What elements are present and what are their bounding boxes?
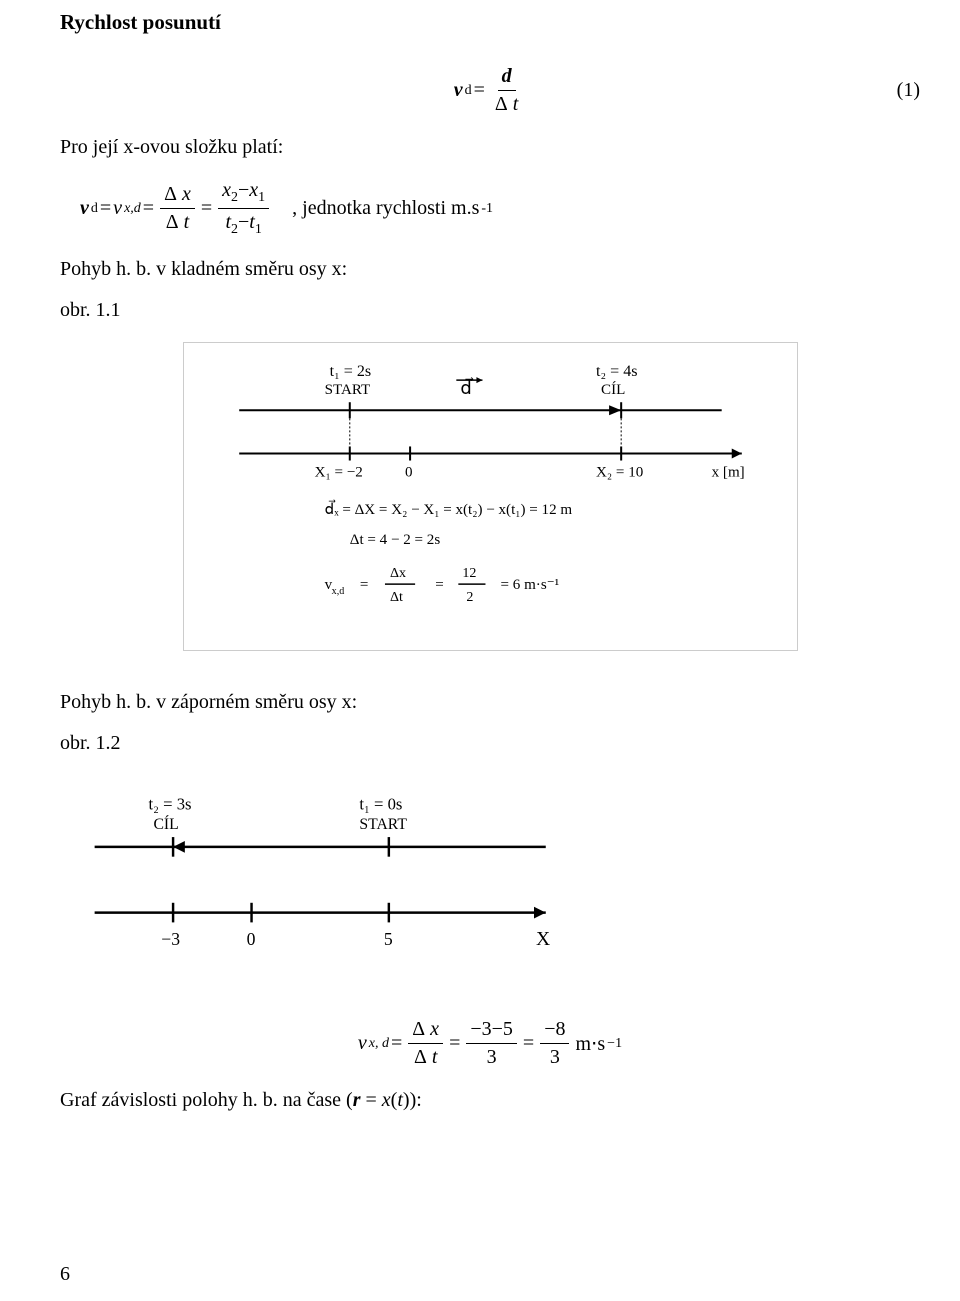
- fig2-cil: CÍL: [153, 815, 178, 834]
- eq2-vbold1: v: [80, 197, 89, 220]
- eq3-f3-den: 3: [546, 1044, 564, 1069]
- fig2-axis-label: X: [536, 929, 550, 950]
- fig1-x1: X₁ = −2: [314, 465, 362, 481]
- figure-2-label: obr. 1.2: [60, 732, 920, 755]
- equation-3-row: vx, d = Δ x Δ t = −3−5 3 = −8 3 m⋅s−1: [60, 1018, 920, 1069]
- figure-2: t₂ = 3s CÍL t₁ = 0s START −3 0 5 X: [60, 775, 600, 988]
- eq3-frac3: −8 3: [540, 1018, 569, 1069]
- svg-text:=: =: [359, 577, 368, 593]
- eq2-frac2-den: t2−t1: [221, 209, 265, 238]
- fig1-t1: t₁ = 2s: [329, 363, 370, 380]
- eq3-f2-num: −3−5: [466, 1018, 517, 1044]
- section-title: Rychlost posunutí: [60, 10, 920, 35]
- equation-2: vd = vx,d = Δ x Δ t = x2−x1 t2−t1 , jedn…: [80, 179, 493, 238]
- svg-text:Δx: Δx: [389, 565, 405, 581]
- svg-text:Δt: Δt: [389, 589, 402, 605]
- vd-den-t: t: [513, 93, 519, 115]
- vd-num: d: [502, 65, 512, 87]
- para6-r: r: [353, 1089, 361, 1112]
- eq2-vit-sub: x,d: [124, 201, 141, 217]
- vd-sub: d: [465, 83, 472, 99]
- figure-2-svg: t₂ = 3s CÍL t₁ = 0s START −3 0 5 X: [75, 790, 585, 967]
- fig1-cil: CÍL: [601, 381, 625, 398]
- svg-text:2: 2: [466, 589, 473, 605]
- equation-2-row: vd = vx,d = Δ x Δ t = x2−x1 t2−t1 , jedn…: [60, 179, 920, 238]
- fig2-five: 5: [384, 929, 393, 949]
- svg-text:=: =: [435, 577, 444, 593]
- eq3-sub: x, d: [369, 1036, 389, 1052]
- eq2-eq1: =: [100, 197, 111, 220]
- para-4: Pohyb h. b. v záporném směru osy x:: [60, 691, 920, 714]
- vd-frac: d Δ t: [491, 65, 522, 116]
- vd-v: v: [454, 79, 463, 102]
- svg-text:12: 12: [462, 565, 476, 581]
- vd-equals: =: [474, 79, 485, 102]
- fig1-zero: 0: [405, 465, 413, 481]
- fig1-vxd-sub: x,d: [331, 586, 344, 597]
- para6-x: x: [382, 1089, 391, 1112]
- eq2-frac2: x2−x1 t2−t1: [218, 179, 269, 238]
- para-1: Pro její x-ovou složku platí:: [60, 136, 920, 159]
- eq3-eq3: =: [523, 1032, 534, 1055]
- eq3-frac1: Δ x Δ t: [408, 1018, 443, 1069]
- equation-1-row: vd = d Δ t (1): [60, 65, 920, 116]
- eq2-frac1-num: Δ x: [160, 183, 195, 209]
- fig1-calc-dt: Δt = 4 − 2 = 2s: [349, 532, 440, 548]
- eq3-eq1: =: [391, 1032, 402, 1055]
- eq2-frac1: Δ x Δ t: [160, 183, 195, 234]
- para6-mid: =: [361, 1089, 382, 1111]
- equation-3: vx, d = Δ x Δ t = −3−5 3 = −8 3 m⋅s−1: [358, 1018, 622, 1069]
- eq3-frac2: −3−5 3: [466, 1018, 517, 1069]
- eq2-frac2-num: x2−x1: [218, 179, 269, 209]
- vd-den-delta: Δ: [495, 93, 508, 115]
- eq2-vit: v: [113, 197, 122, 220]
- figure-1-label: obr. 1.1: [60, 299, 920, 322]
- para-6: Graf závislosti polohy h. b. na čase (r …: [60, 1089, 920, 1112]
- para6-pre: Graf závislosti polohy h. b. na čase (: [60, 1089, 353, 1111]
- eq2-frac1-den: Δ t: [162, 209, 193, 234]
- para-2: Pohyb h. b. v kladném směru osy x:: [60, 258, 920, 281]
- eq2-eq3: =: [201, 197, 212, 220]
- fig1-start: START: [324, 382, 370, 398]
- equation-1-number: (1): [897, 79, 920, 102]
- fig1-axis-label: x [m]: [711, 465, 744, 481]
- fig1-t2: t₂ = 4s: [596, 363, 637, 380]
- eq3-f1-den: Δ t: [410, 1044, 441, 1069]
- eq3-eq2: =: [449, 1032, 460, 1055]
- para6-post: )):: [403, 1089, 422, 1111]
- fig2-m3: −3: [161, 929, 180, 949]
- fig2-t2: t₂ = 3s: [149, 795, 192, 814]
- equation-1: vd = d Δ t: [454, 65, 527, 116]
- eq2-vbold1-sub: d: [91, 201, 98, 217]
- fig2-zero: 0: [247, 929, 256, 949]
- fig2-t1: t₁ = 0s: [359, 795, 402, 814]
- eq3-v: v: [358, 1032, 367, 1055]
- eq3-f2-den: 3: [483, 1044, 501, 1069]
- fig1-calc-d: d⃗ₓ = ΔX = X₂ − X₁ = x(t₂) − x(t₁) = 12 …: [324, 499, 572, 518]
- fig1-x2: X₂ = 10: [596, 465, 643, 481]
- eq3-f3-num: −8: [540, 1018, 569, 1044]
- fig1-v-result: = 6 m·s⁻¹: [500, 577, 559, 593]
- eq3-unit-sup: −1: [607, 1036, 622, 1052]
- eq2-eq2: =: [143, 197, 154, 220]
- eq3-f1-num: Δ x: [408, 1018, 443, 1044]
- eq2-unit-sup: -1: [481, 201, 493, 217]
- eq2-unit-text: , jednotka rychlosti m.s: [292, 197, 479, 220]
- page-number: 6: [60, 1263, 70, 1286]
- eq3-unit: m⋅s: [575, 1031, 605, 1056]
- figure-1-svg: t₁ = 2s START d⃗ t₂ = 4s CÍL X₁ = −2 0 X…: [199, 358, 782, 629]
- fig2-start: START: [359, 817, 407, 834]
- figure-1: t₁ = 2s START d⃗ t₂ = 4s CÍL X₁ = −2 0 X…: [183, 342, 798, 651]
